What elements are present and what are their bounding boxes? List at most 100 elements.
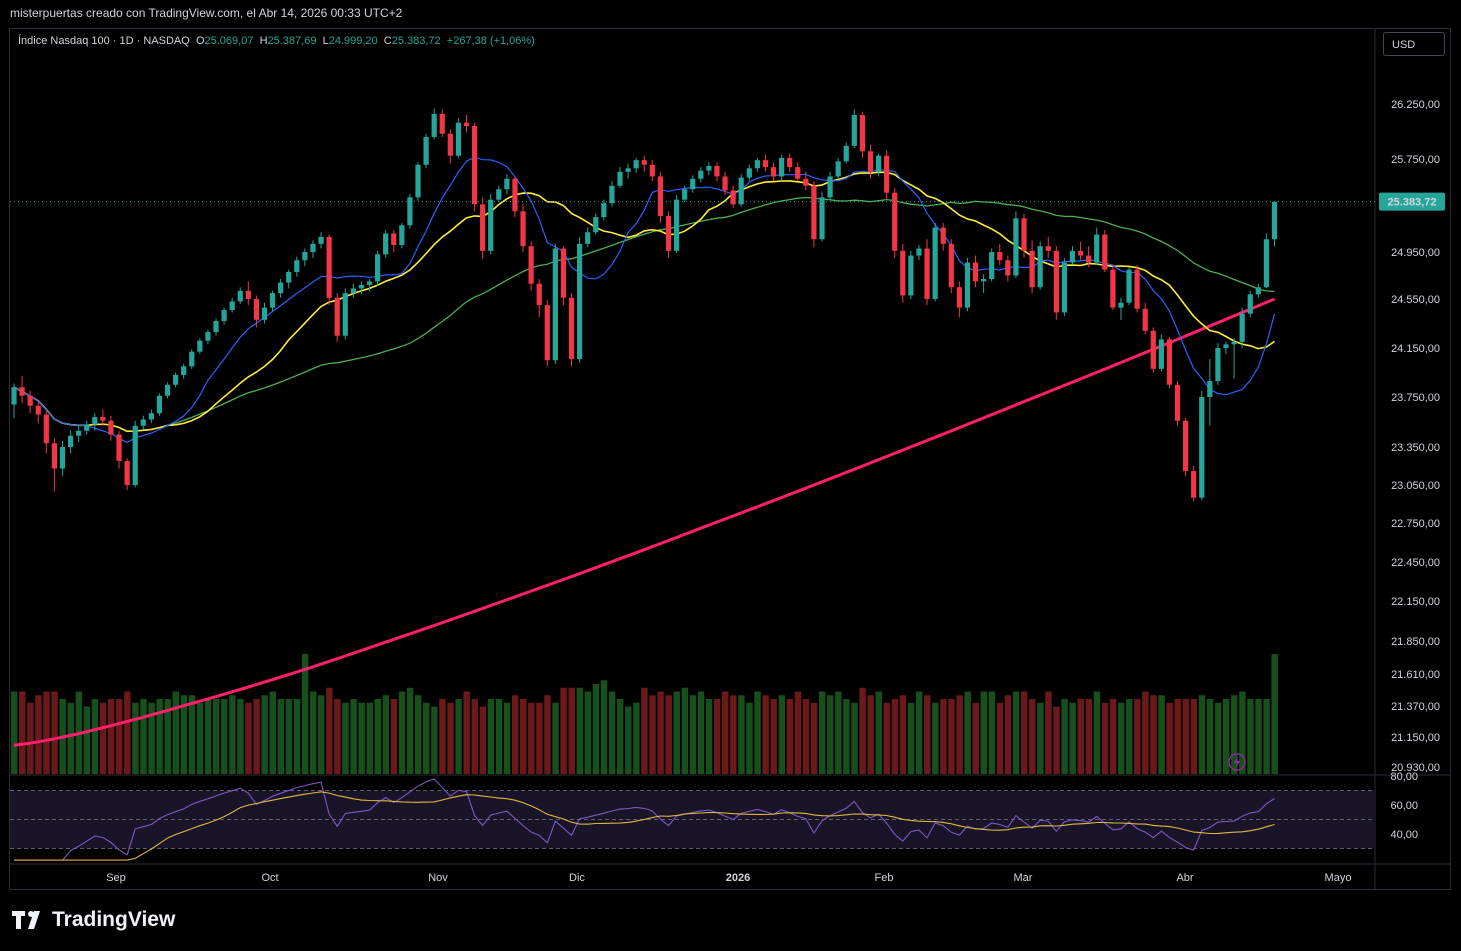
volume-bar <box>83 706 91 774</box>
volume-bar <box>156 699 163 774</box>
candle-body <box>859 115 865 152</box>
legend-open-value: 25.069,07 <box>204 35 254 47</box>
candle-body <box>633 160 639 169</box>
volume-bar <box>19 691 26 774</box>
candle-body <box>892 192 898 251</box>
candle-body <box>787 157 793 168</box>
candle-body <box>358 284 365 289</box>
volume-bar <box>99 702 107 774</box>
candle-body <box>981 279 987 282</box>
candle-body <box>682 189 688 200</box>
volume-bar <box>859 687 866 774</box>
volume-bar <box>608 691 616 774</box>
volume-bar <box>738 695 745 774</box>
volume-bar <box>819 691 826 774</box>
candle-body <box>1191 471 1197 498</box>
price-tick-label: 21.150,00 <box>1391 732 1440 744</box>
volume-bar <box>544 695 551 774</box>
volume-bar <box>988 691 996 774</box>
candle-body <box>415 164 421 198</box>
volume-bar <box>1037 702 1044 774</box>
lightning-icon-glyph <box>1234 756 1240 768</box>
volume-bar <box>528 702 535 774</box>
candle-body <box>286 271 292 283</box>
volume-bar <box>277 699 285 774</box>
candle-body <box>811 185 817 240</box>
time-tick-label: Abr <box>1176 872 1193 884</box>
volume-bar <box>1214 702 1222 774</box>
tradingview-logo[interactable]: TradingView <box>12 908 175 932</box>
volume-bar <box>722 691 729 774</box>
volume-bar <box>794 691 802 774</box>
volume-bar <box>1247 699 1254 774</box>
volume-bar <box>1263 699 1270 774</box>
candle-body <box>1223 344 1229 348</box>
volume-bar <box>964 691 971 774</box>
volume-bar <box>132 702 139 774</box>
volume-bar <box>883 702 891 774</box>
volume-bar <box>1206 699 1214 774</box>
volume-bar <box>867 695 874 774</box>
candle-body <box>1271 201 1278 240</box>
volume-bar <box>835 691 842 774</box>
candle-body <box>326 236 332 298</box>
candle-body <box>1255 287 1261 295</box>
time-tick-label: Sep <box>106 872 126 884</box>
currency-button[interactable]: USD <box>1383 32 1445 56</box>
candle-body <box>334 297 340 336</box>
candle-body <box>67 435 74 447</box>
candle-body <box>504 178 510 190</box>
price-tick-label: 22.750,00 <box>1391 518 1440 530</box>
volume-bar <box>293 699 301 774</box>
candle-body <box>1231 341 1237 345</box>
volume-bar <box>536 702 543 774</box>
candle-body <box>76 430 82 436</box>
time-tick-label: Mayo <box>1325 872 1352 884</box>
candle-body <box>673 199 680 251</box>
volume-bar <box>318 695 325 774</box>
lightning-icon <box>1228 753 1246 771</box>
volume-bar <box>1117 702 1125 774</box>
volume-bar <box>447 702 454 774</box>
candle-body <box>1263 239 1269 288</box>
volume-bar <box>374 699 381 774</box>
candle-body <box>124 460 130 485</box>
candle-body <box>851 115 857 146</box>
price-tick-label: 26.250,00 <box>1391 99 1440 111</box>
volume-bar <box>221 699 228 774</box>
candle-body <box>1086 255 1092 263</box>
volume-bar <box>1223 699 1230 774</box>
volume-bar <box>1045 691 1052 774</box>
candle-body <box>391 233 397 246</box>
time-tick-label: Oct <box>261 872 278 884</box>
volume-bar <box>552 702 559 774</box>
volume-bar <box>431 706 438 774</box>
volume-bar <box>487 699 495 774</box>
candle-body <box>43 414 49 444</box>
volume-bar <box>754 691 761 774</box>
volume-bar <box>237 699 244 774</box>
legend-high-label: H <box>259 35 268 47</box>
volume-bar <box>980 691 987 774</box>
volume-bar <box>827 695 834 774</box>
candle-body <box>221 310 227 322</box>
candle-body <box>520 211 526 247</box>
candle-body <box>108 420 114 435</box>
candle-body <box>835 161 841 177</box>
candle-body <box>269 293 276 308</box>
price-tick-label: 20.930,00 <box>1391 762 1440 774</box>
candle-body <box>1166 339 1173 385</box>
candle-body <box>746 168 752 178</box>
candle-body <box>552 248 558 361</box>
candle-body <box>1207 381 1213 397</box>
tradingview-brand: TradingView <box>52 908 176 931</box>
legend-symbol: Índice Nasdaq 100 · 1D · NASDAQ <box>18 35 190 47</box>
candle-body <box>730 190 736 205</box>
candle-body <box>471 126 478 205</box>
volume-bar <box>891 699 899 774</box>
volume-bar <box>1101 702 1109 774</box>
candle-body <box>1199 397 1205 498</box>
volume-bar <box>196 702 204 774</box>
candle-body <box>1037 246 1043 288</box>
